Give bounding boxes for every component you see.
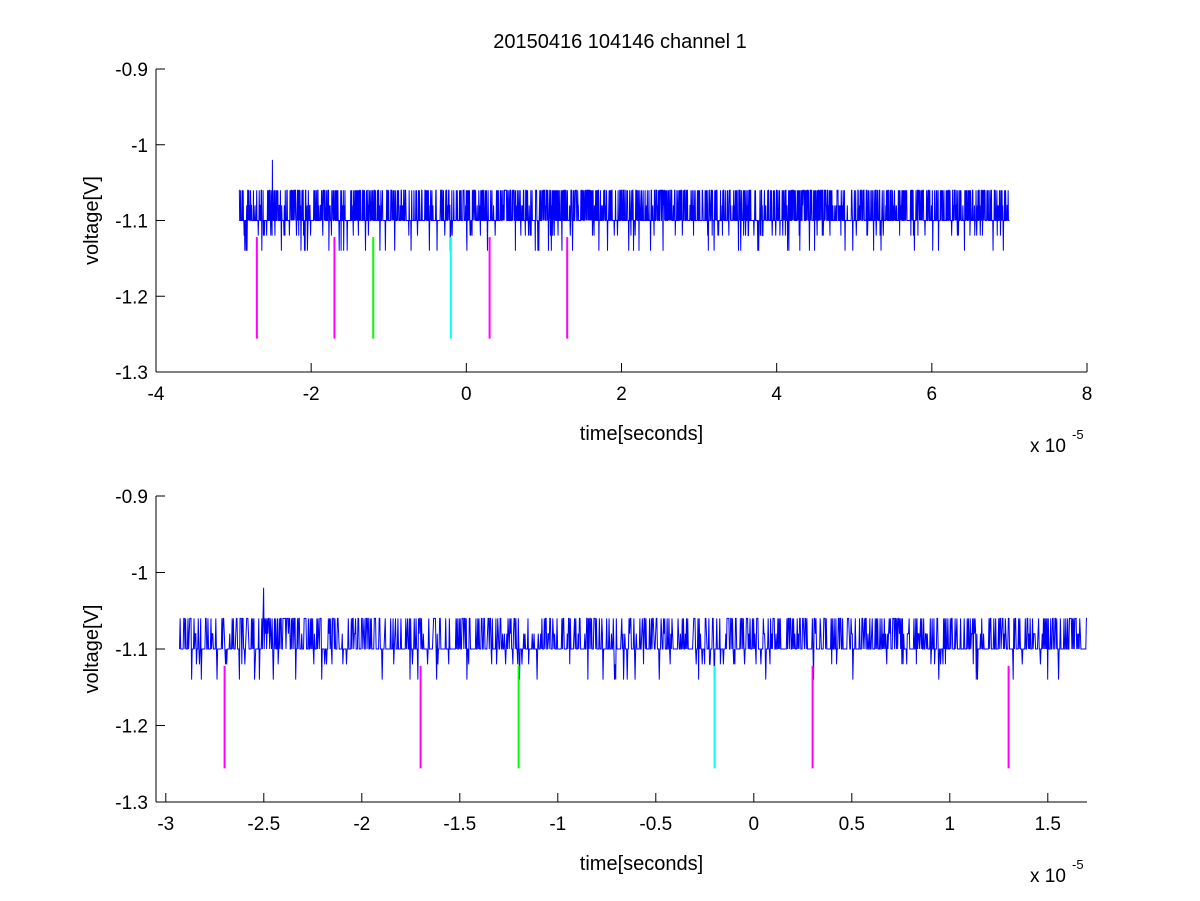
y-axis-label: voltage[V] (81, 176, 103, 265)
x-multiplier-exponent: -5 (1072, 857, 1084, 872)
x-tick-label: -0.5 (639, 814, 672, 835)
y-tick-label: -1 (131, 564, 148, 585)
x-multiplier-exponent: -5 (1072, 427, 1084, 442)
x-tick-label: 8 (1082, 384, 1093, 405)
chart-title: 20150416 104146 channel 1 (493, 31, 747, 53)
x-tick-label: 2 (616, 384, 627, 405)
x-tick-label: -4 (148, 384, 165, 405)
x-tick-label: -3 (157, 814, 174, 835)
signal-trace (179, 587, 1087, 680)
x-tick-label: -2.5 (247, 814, 280, 835)
x-tick-label: -1.5 (443, 814, 476, 835)
y-tick-label: -1.1 (115, 212, 148, 233)
x-tick-label: 0.5 (839, 814, 865, 835)
x-tick-label: 0 (749, 814, 760, 835)
x-tick-label: -1 (549, 814, 566, 835)
x-tick-label: 1.5 (1035, 814, 1061, 835)
y-tick-label: -0.9 (115, 487, 148, 508)
y-tick-label: -0.9 (115, 60, 148, 81)
x-tick-label: 0 (461, 384, 472, 405)
y-tick-label: -1.3 (115, 363, 148, 384)
x-axis-label: time[seconds] (580, 423, 703, 445)
bottom-axes: -3 -2.5 -2 -1.5 -1 -0.5 0 0.5 1 1.5 -1.3 -1.2 -1.1 -1… (81, 487, 1087, 887)
x-tick-label: -2 (353, 814, 370, 835)
x-tick-label: 4 (771, 384, 782, 405)
x-tick-label: 6 (927, 384, 938, 405)
x-multiplier-label: x 10 (1030, 436, 1066, 457)
x-multiplier-label: x 10 (1030, 866, 1066, 887)
x-axis-label: time[seconds] (580, 853, 703, 875)
signal-trace (238, 159, 1010, 251)
top-axes: -4 -2 0 2 4 6 8 -1.3 -1.2 -1.1 -1 -0.9 time[seconds]… (81, 60, 1092, 457)
y-tick-label: -1.1 (115, 640, 148, 661)
y-tick-label: -1.2 (115, 287, 148, 308)
y-tick-label: -1 (131, 136, 148, 157)
y-tick-label: -1.3 (115, 793, 148, 814)
x-tick-label: -2 (303, 384, 320, 405)
y-tick-label: -1.2 (115, 717, 148, 738)
x-tick-label: 1 (945, 814, 956, 835)
y-axis-label: voltage[V] (81, 605, 103, 694)
